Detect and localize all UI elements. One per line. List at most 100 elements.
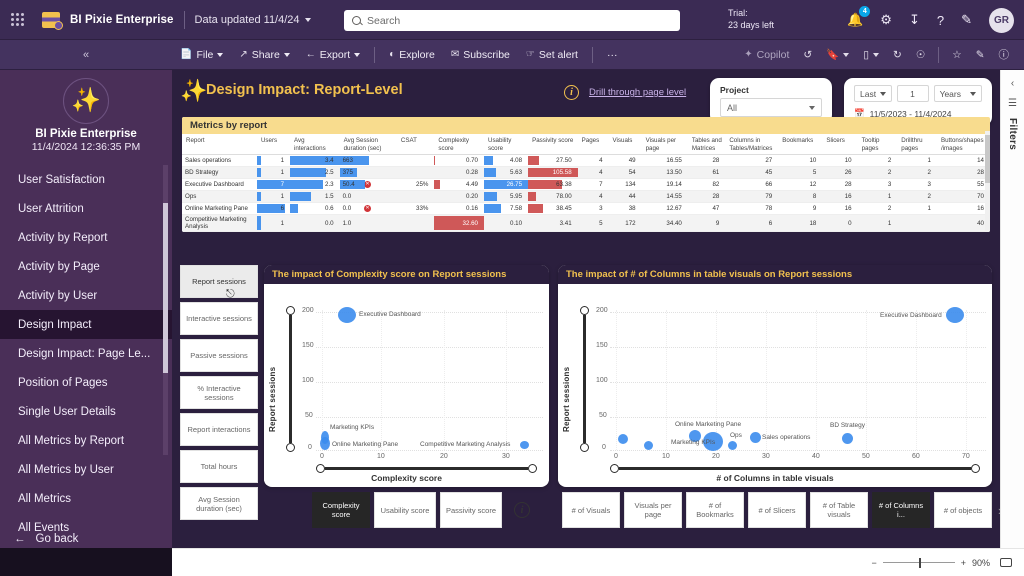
data-point-executive-dashboard[interactable] — [946, 307, 964, 323]
button-visuals-per-page[interactable]: Visuals per page — [624, 492, 682, 528]
metric-button-report-sessions[interactable]: Report sessions ⎋ — [180, 265, 258, 300]
button-num-objects[interactable]: # of objects — [934, 492, 992, 528]
data-point-online-marketing-pane[interactable] — [689, 430, 701, 442]
y-axis-range-slider[interactable] — [286, 306, 295, 452]
sidebar-item-user-satisfaction[interactable]: User Satisfaction — [18, 173, 105, 186]
metric-button-interactive-sessions[interactable]: Interactive sessions — [180, 302, 258, 335]
data-updated-dropdown[interactable]: Data updated 11/4/24 — [195, 14, 311, 26]
explore-button[interactable]: ◐ Explore — [381, 44, 443, 66]
data-point-marketing-kpis[interactable] — [703, 432, 723, 451]
filter-icon[interactable]: ☰ — [1008, 98, 1017, 109]
button-complexity-score[interactable]: Complexity score — [312, 492, 370, 528]
button-num-table-visuals[interactable]: # of Table visuals — [810, 492, 868, 528]
zoom-in-button[interactable]: + — [960, 557, 966, 568]
collapse-sidebar-button[interactable]: « — [82, 48, 90, 61]
bookmark-icon[interactable]: 🔖 — [819, 44, 856, 66]
button-num-bookmarks[interactable]: # of Bookmarks — [686, 492, 744, 528]
col-visuals-per-page[interactable]: Visuals per page — [641, 134, 688, 155]
metric-button-pct-interactive-sessions[interactable]: % Interactive sessions — [180, 376, 258, 409]
data-point-unlabeled-1[interactable] — [618, 434, 628, 444]
table-row[interactable]: Online Marketing Pane 6 0.6 0.0 ✕ 33% 0.… — [182, 202, 990, 215]
col-csat[interactable]: CSAT — [396, 134, 435, 155]
date-mode-select[interactable]: Last — [854, 85, 892, 102]
export-button[interactable]: ← Export — [298, 44, 368, 66]
search-input[interactable]: Search — [344, 10, 680, 31]
fit-to-page-icon[interactable] — [1000, 558, 1012, 567]
zoom-out-button[interactable]: − — [871, 557, 877, 568]
sidebar-item-activity-by-report[interactable]: Activity by Report — [18, 231, 108, 244]
date-unit-select[interactable]: Years — [933, 85, 982, 102]
subscribe-button[interactable]: ✉ Subscribe — [443, 44, 518, 66]
avatar[interactable]: GR — [989, 7, 1014, 33]
sidebar-item-single-user-details[interactable]: Single User Details — [18, 405, 116, 418]
share-button[interactable]: ↗ Share — [231, 44, 297, 66]
more-options-button[interactable]: ··· — [606, 48, 618, 61]
info-icon[interactable]: ⓘ — [998, 49, 1010, 61]
go-back-button[interactable]: ← Go back — [0, 526, 172, 552]
bell-icon[interactable]: 🔔 4 — [847, 6, 871, 28]
drill-through-link[interactable]: Drill through page level — [589, 87, 687, 98]
set-alert-button[interactable]: ☞ Set alert — [518, 44, 586, 66]
data-point-online-marketing-pane[interactable] — [320, 437, 330, 450]
button-passivity-score[interactable]: Passivity score — [440, 492, 502, 528]
button-num-columns-in-table-visuals[interactable]: # of Columns i... — [872, 492, 930, 528]
col-bookmarks[interactable]: Bookmarks — [778, 134, 823, 155]
sidebar-item-all-metrics-by-user[interactable]: All Metrics by User — [18, 463, 114, 476]
zoom-slider[interactable] — [882, 557, 955, 568]
info-icon[interactable]: i — [514, 502, 530, 518]
sidebar-item-all-metrics[interactable]: All Metrics — [18, 492, 72, 505]
sidebar-item-all-events[interactable]: All Events — [18, 521, 70, 534]
project-filter-select[interactable]: All — [720, 98, 822, 117]
col-pages[interactable]: Pages — [577, 134, 609, 155]
chat-icon[interactable]: ☉ — [915, 48, 926, 61]
x-axis-range-slider[interactable] — [316, 464, 537, 473]
col-complexity-score[interactable]: Complexity score — [434, 134, 484, 155]
table-row[interactable]: BD Strategy 1 2.5 375 0.28 5.63 105.58 4… — [182, 166, 990, 179]
col-usability-score[interactable]: Usability score — [483, 134, 529, 155]
button-num-visuals[interactable]: # of Visuals — [562, 492, 620, 528]
sidebar-item-user-attrition[interactable]: User Attrition — [18, 202, 84, 215]
col-drillthru-pages[interactable]: Drillthru pages — [897, 134, 937, 155]
table-scrollbar[interactable] — [985, 131, 990, 232]
data-point-competitive-marketing-analysis[interactable] — [520, 441, 529, 449]
refresh-icon[interactable]: ↻ — [893, 48, 902, 61]
reset-icon[interactable]: ↺ — [803, 48, 813, 61]
sidebar-item-activity-by-page[interactable]: Activity by Page — [18, 260, 100, 273]
col-tables-and-matrices[interactable]: Tables and Matrices — [687, 134, 726, 155]
col-report[interactable]: Report — [182, 134, 257, 155]
col-passivity-score[interactable]: Passivity score — [528, 134, 578, 155]
feedback-icon[interactable]: ✎ — [961, 12, 972, 27]
y-axis-range-slider[interactable] — [580, 306, 589, 452]
col-users[interactable]: Users — [256, 134, 291, 155]
date-amount-input[interactable]: 1 — [896, 85, 929, 102]
metric-button-avg-session-duration[interactable]: Avg Session duration (sec) — [180, 487, 258, 520]
col-columns-in-tables[interactable]: Columns in Tables/Matrices — [725, 134, 779, 155]
button-usability-score[interactable]: Usability score — [374, 492, 436, 528]
col-buttons-shapes-images[interactable]: Buttons/shapes /images — [936, 134, 990, 155]
sidebar-scrollbar[interactable] — [163, 165, 168, 455]
metric-button-passive-sessions[interactable]: Passive sessions — [180, 339, 258, 372]
button-num-slicers[interactable]: # of Slicers — [748, 492, 806, 528]
metric-button-report-interactions[interactable]: Report interactions — [180, 413, 258, 446]
edit-pencil-icon[interactable]: ✎ — [975, 48, 985, 61]
slider-knob-bottom[interactable] — [286, 443, 295, 452]
view-icon[interactable]: ▯ — [856, 44, 886, 66]
gear-icon[interactable]: ⚙ — [880, 12, 892, 27]
data-point-executive-dashboard[interactable] — [338, 307, 356, 323]
table-row[interactable]: Executive Dashboard 7 2.3 50.4 ✕ 25% 4.4… — [182, 178, 990, 191]
sidebar-item-position-of-pages[interactable]: Position of Pages — [18, 376, 108, 389]
chevron-left-icon[interactable]: ‹ — [1010, 78, 1015, 89]
copilot-button[interactable]: ✦ Copilot — [737, 44, 796, 66]
data-point-bd-strategy[interactable] — [842, 433, 853, 444]
table-row[interactable]: Sales operations 1 3.4 663 0.70 4.08 27.… — [182, 154, 990, 167]
help-icon[interactable]: ? — [936, 12, 945, 28]
slider-knob-bottom[interactable] — [580, 443, 589, 452]
x-axis-range-slider[interactable] — [610, 464, 980, 473]
col-slicers[interactable]: Slicers — [822, 134, 858, 155]
data-point-sales-operations[interactable] — [750, 432, 761, 443]
file-button[interactable]: 📄 File — [172, 44, 231, 66]
data-point-unlabeled-2[interactable] — [644, 441, 653, 450]
col-avg-session-duration[interactable]: Avg Session duration (sec) — [339, 134, 397, 155]
slider-knob-right[interactable] — [528, 464, 537, 473]
app-launcher-icon[interactable] — [0, 13, 34, 26]
